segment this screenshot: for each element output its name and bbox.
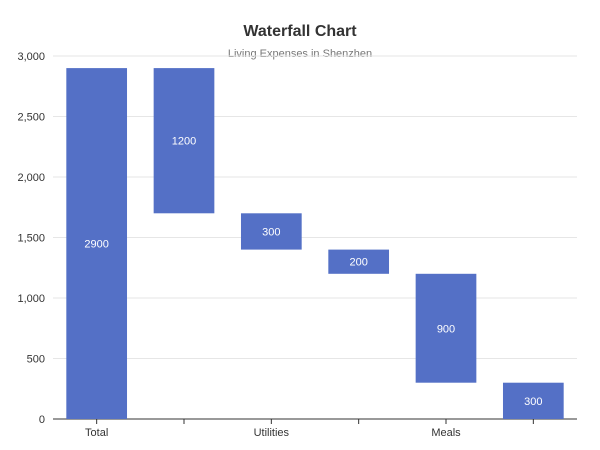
y-tick-label: 2,500	[17, 112, 45, 124]
y-tick-label: 1,000	[17, 293, 45, 305]
waterfall-bar	[502, 382, 564, 419]
waterfall-bar	[66, 68, 128, 419]
y-tick-label: 2,000	[17, 172, 45, 184]
y-tick-label: 3,000	[17, 51, 45, 63]
x-tick-label: Utilities	[254, 427, 290, 439]
waterfall-bar	[240, 213, 302, 250]
bar-data-label: 300	[524, 396, 542, 408]
bar-data-label: 2900	[84, 239, 108, 251]
x-tick-label: Total	[85, 427, 108, 439]
x-tick-label: Meals	[431, 427, 461, 439]
y-tick-label: 500	[27, 354, 45, 366]
bar-data-label: 200	[349, 257, 367, 269]
waterfall-bar	[328, 249, 390, 274]
waterfall-bar	[153, 68, 215, 214]
y-tick-label: 0	[39, 414, 45, 426]
chart-subtitle: Living Expenses in Shenzhen	[227, 48, 373, 60]
y-tick-label: 1,500	[17, 233, 45, 245]
bar-data-label: 300	[262, 226, 280, 238]
chart-title: Waterfall Chart	[243, 23, 357, 40]
waterfall-bar	[415, 273, 477, 383]
bar-data-label: 900	[437, 323, 455, 335]
bar-data-label: 1200	[172, 136, 196, 148]
